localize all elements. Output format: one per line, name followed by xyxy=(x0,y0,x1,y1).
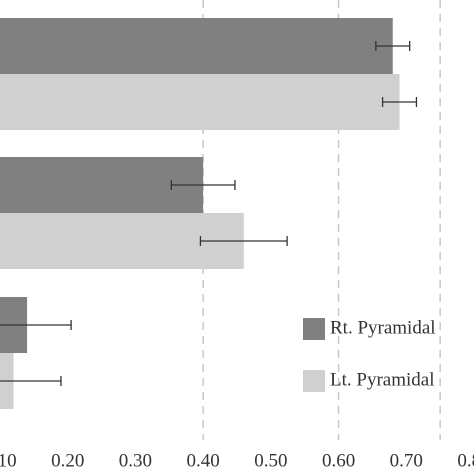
x-tick-label: 0.60 xyxy=(322,450,355,471)
x-tick-label: 0.40 xyxy=(187,450,220,471)
legend-swatch xyxy=(303,318,325,340)
x-tick-label: 0.80 xyxy=(457,450,474,471)
legend-swatch xyxy=(303,370,325,392)
x-tick-label: 0.50 xyxy=(254,450,287,471)
x-tick-label: 0.10 xyxy=(0,450,17,471)
error-bar xyxy=(170,180,236,190)
legend-label: Rt. Pyramidal xyxy=(330,317,436,338)
error-bar xyxy=(0,320,72,330)
error-bar xyxy=(375,41,411,51)
x-tick-label: 0.70 xyxy=(390,450,423,471)
error-bar xyxy=(0,376,62,386)
error-bar xyxy=(199,236,288,246)
legend-label: Lt. Pyramidal xyxy=(330,369,434,390)
error-bar xyxy=(381,97,418,107)
bar xyxy=(0,18,393,74)
bar xyxy=(0,74,400,130)
bar xyxy=(0,157,204,213)
x-tick-label: 0.30 xyxy=(119,450,152,471)
x-tick-label: 0.20 xyxy=(51,450,84,471)
